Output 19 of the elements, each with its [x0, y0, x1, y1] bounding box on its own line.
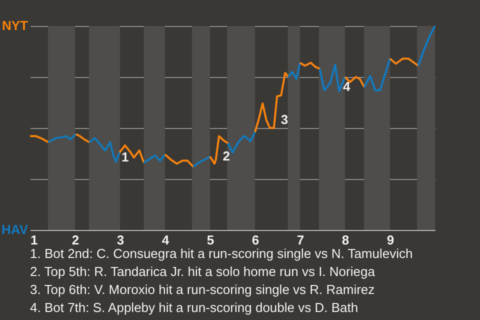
x-tick-label: 1 — [30, 232, 38, 248]
x-tick-label: 8 — [342, 232, 350, 248]
x-tick-label: 9 — [386, 232, 394, 248]
text: 3. Top 6th: V. Moroxio hit a run-scoring single vs R. Ramirez — [30, 282, 375, 297]
text: 2. Top 5th: R. Tandarica Jr. hit a solo home run vs I. Noriega — [30, 264, 376, 279]
x-tick-label: 3 — [116, 232, 124, 248]
x-tick-label: 2 — [72, 232, 80, 248]
annotation: 2 — [222, 148, 230, 164]
x-tick-label: 5 — [206, 232, 214, 248]
x-tick-label: 7 — [296, 232, 304, 248]
text: 4. Bot 7th: S. Appleby hit a run-scoring double vs D. Bath — [30, 300, 358, 315]
x-tick-label: 6 — [252, 232, 260, 248]
text: 1. Bot 2nd: C. Consuegra hit a run-scoring single vs N. Tamulevich — [30, 246, 413, 261]
text: NYT — [2, 18, 28, 33]
annotation: 3 — [280, 112, 288, 127]
x-tick-label: 4 — [162, 232, 170, 248]
text: HAV — [2, 222, 28, 237]
annotation: 1 — [122, 150, 129, 165]
annotation: 4 — [342, 79, 351, 94]
